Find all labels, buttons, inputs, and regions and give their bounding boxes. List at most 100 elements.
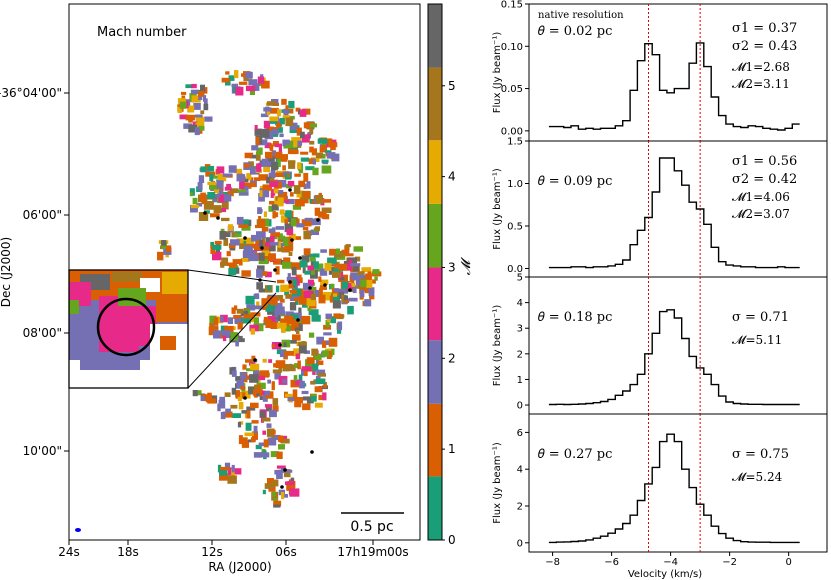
map-pixel — [221, 232, 231, 237]
colorbar-band — [428, 340, 442, 404]
map-pixel — [289, 289, 297, 294]
spectrum-frame — [528, 413, 828, 553]
map-pixel — [319, 146, 328, 153]
map-pixel — [319, 268, 328, 276]
map-x-tick-label: 12s — [201, 545, 223, 559]
map-pixel — [303, 122, 310, 129]
map-pixel — [295, 236, 302, 240]
map-pixel — [240, 310, 249, 317]
map-pixel — [190, 89, 199, 95]
map-pixel — [339, 288, 349, 294]
map-pixel — [221, 217, 230, 222]
map-x-ticks: 24s 18s 12s 06s 17h19m00s — [58, 540, 409, 559]
map-pixel — [282, 378, 287, 384]
map-pixel — [325, 150, 332, 154]
map-pixel — [303, 191, 310, 198]
map-pixel — [203, 103, 209, 111]
map-pixel — [265, 151, 273, 159]
map-pixel — [323, 382, 327, 388]
map-pixel — [327, 142, 338, 148]
map-pixel — [231, 370, 237, 377]
map-pixel — [305, 253, 315, 257]
map-pixel — [253, 452, 262, 458]
spectrum-sigma: σ = 0.75 — [732, 447, 789, 462]
map-pixel — [284, 315, 294, 325]
map-pixel — [259, 188, 269, 196]
map-pixel — [360, 279, 367, 288]
map-pixel — [295, 379, 302, 386]
colorbar-band — [428, 4, 442, 68]
map-pixel — [221, 77, 230, 83]
map-pixel — [253, 425, 258, 434]
spectrum-y-tick-label: 4 — [517, 298, 523, 309]
map-pixel — [227, 262, 238, 266]
map-pixel — [257, 76, 265, 84]
map-pixel — [314, 402, 323, 408]
map-pixel — [266, 101, 277, 106]
map-pixel — [327, 257, 337, 264]
map-pixel — [269, 107, 279, 114]
map-pixel — [325, 319, 330, 328]
map-pixel — [294, 363, 299, 369]
map-pixel — [236, 238, 247, 245]
map-pixel — [307, 265, 314, 271]
map-pixel — [256, 382, 266, 389]
map-pixel — [252, 431, 258, 440]
map-pixel — [252, 83, 260, 91]
map-pixel — [231, 468, 235, 478]
map-pixel — [250, 328, 255, 335]
map-pixel — [277, 241, 281, 248]
map-pixel — [293, 140, 298, 148]
map-pixel — [277, 279, 285, 284]
map-pixel — [288, 160, 296, 164]
map-pixel — [198, 91, 205, 97]
map-pixel — [234, 468, 242, 475]
map-pixel — [257, 207, 262, 214]
map-pixel — [200, 110, 205, 115]
spectrum-y-tick-label: 0 — [517, 401, 523, 412]
map-pixel — [286, 483, 291, 491]
map-pixel — [234, 168, 243, 174]
map-pixel — [197, 182, 203, 191]
map-pixel — [218, 399, 226, 409]
map-pixel — [240, 386, 246, 390]
map-pixel — [346, 283, 354, 291]
spectrum-y-tick-label: 0.00 — [501, 126, 523, 137]
map-pixel — [280, 154, 288, 160]
map-pixel — [188, 117, 193, 123]
map-pixel — [272, 479, 279, 487]
map-pixel — [269, 116, 279, 122]
spectrum-y-tick-label: 0.5 — [507, 222, 523, 233]
map-pixel — [161, 240, 167, 246]
map-pixel — [280, 215, 287, 223]
map-pixel — [288, 160, 296, 169]
map-pixel — [276, 295, 284, 300]
map-pixel — [295, 140, 303, 146]
source-marker — [243, 236, 247, 240]
map-pixel — [321, 159, 329, 163]
map-pixel — [285, 117, 294, 127]
map-pixel — [290, 122, 298, 130]
map-pixel — [198, 175, 205, 183]
map-pixel — [306, 398, 314, 404]
spectrum-y-tick-label: 0.0 — [507, 264, 523, 275]
spectrum-step-line — [548, 42, 800, 131]
map-pixel — [341, 249, 350, 256]
map-pixel — [243, 182, 252, 189]
map-pixel — [306, 181, 311, 189]
map-pixel — [256, 231, 266, 239]
map-pixel — [284, 223, 293, 233]
spectrum-sigma: σ1 = 0.37 — [732, 21, 797, 36]
map-pixel — [256, 163, 262, 172]
map-pixel — [255, 151, 261, 161]
map-pixel — [315, 195, 323, 204]
map-pixel — [264, 242, 273, 247]
map-pixel — [275, 266, 280, 275]
spectrum-y-tick-label: 3 — [517, 324, 523, 335]
map-pixel — [283, 342, 287, 347]
map-pixel — [249, 182, 257, 187]
map-pixel — [326, 350, 332, 359]
map-x-tick-label: 24s — [58, 545, 80, 559]
map-pixel — [313, 353, 322, 360]
map-pixel — [301, 134, 310, 143]
